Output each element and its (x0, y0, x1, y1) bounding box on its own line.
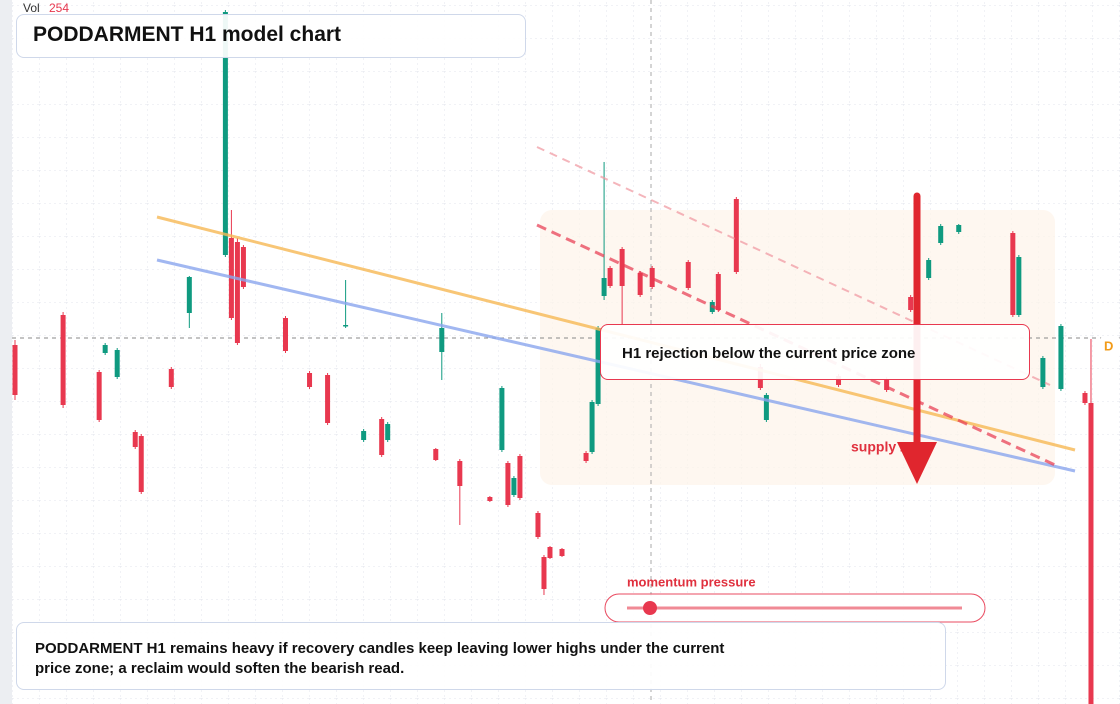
candle-body (114, 350, 120, 377)
candle-body (517, 456, 523, 498)
candle-body (589, 402, 595, 452)
candle-body (637, 273, 643, 295)
candle-body (457, 461, 463, 486)
gauge-knob (643, 601, 657, 615)
summary: PODDARMENT H1 remains heavy if recovery … (16, 622, 946, 690)
candle-body (583, 453, 589, 461)
candle-body (283, 318, 289, 351)
volume-label: Vol (23, 1, 40, 15)
candle-body (487, 497, 493, 501)
candle-body (607, 268, 613, 286)
candle-body (836, 376, 842, 385)
candle-body (511, 478, 517, 495)
candle-body (12, 345, 18, 395)
candle-body (541, 557, 547, 589)
candle-body (1016, 257, 1022, 315)
candle-body (763, 395, 769, 420)
candle-body (1040, 358, 1046, 387)
left-edge (0, 0, 12, 704)
candle-body (926, 260, 932, 278)
candle-body (715, 274, 721, 310)
candle-body (938, 226, 944, 243)
candle-body (186, 277, 192, 313)
candle-body (439, 328, 445, 352)
candle-body (619, 249, 625, 286)
callout: H1 rejection below the current price zon… (600, 324, 1030, 380)
candle-body (433, 449, 439, 460)
candle-body (102, 345, 108, 353)
candle-body (379, 419, 385, 455)
candle-body (1058, 326, 1064, 389)
price-badge-text: D (1104, 338, 1113, 353)
candle-body (343, 325, 349, 327)
candle-body (138, 436, 144, 492)
candle-body (222, 12, 228, 255)
candle-body (307, 373, 313, 387)
candle-body (559, 549, 565, 556)
candle-body (60, 315, 66, 405)
candle-body (685, 262, 691, 288)
candle-body (535, 513, 541, 537)
candle-body (1010, 233, 1016, 315)
candle-body (240, 247, 246, 287)
candle-body (361, 431, 367, 440)
title: PODDARMENT H1 model chart (16, 14, 526, 58)
candle-body (547, 547, 553, 558)
candle-body (132, 432, 138, 447)
candle-body (908, 297, 914, 310)
candle-body (733, 199, 739, 272)
candle-body (96, 372, 102, 420)
candle-body (884, 379, 890, 390)
candle-body (956, 225, 962, 232)
arrow-head (897, 442, 937, 484)
candle-body (601, 278, 607, 296)
price-badge (1100, 337, 1120, 357)
channel-line (536, 146, 1051, 386)
candles (12, 10, 1094, 704)
candle-body (1082, 393, 1088, 403)
candle-body (234, 242, 240, 343)
volume-value: 254 (49, 1, 69, 15)
candle-body (595, 328, 601, 404)
candle-body (649, 268, 655, 287)
candle-body (325, 375, 331, 423)
candle-body (385, 424, 391, 440)
candle-body (505, 463, 511, 505)
candle-body (168, 369, 174, 387)
gauge-label: momentum pressure (627, 574, 756, 589)
candle-body (1088, 403, 1094, 704)
summary-text: PODDARMENT H1 remains heavy if recovery … (35, 640, 725, 677)
candle-body (499, 388, 505, 450)
